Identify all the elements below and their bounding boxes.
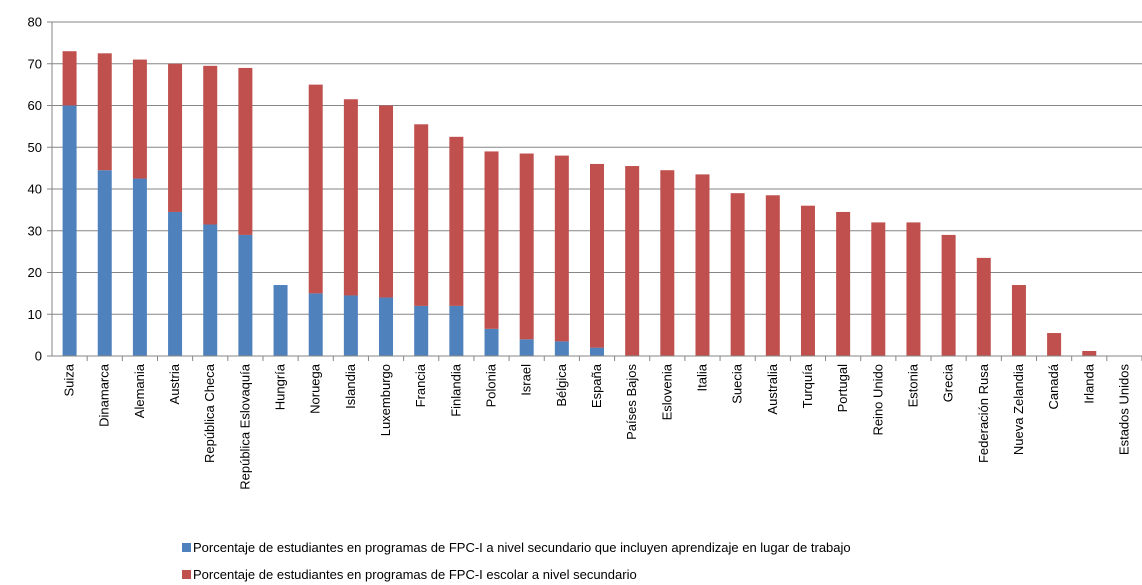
bar-series-1 — [62, 105, 77, 356]
x-tick-label: Federación Rusa — [976, 363, 991, 463]
x-tick-label: Estados Unidos — [1116, 364, 1131, 456]
x-tick-label: Luxemburgo — [378, 364, 393, 436]
bar-series-1 — [97, 170, 112, 356]
legend-label-series-1: Porcentaje de estudiantes en programas d… — [193, 540, 851, 555]
bar-series-2 — [906, 222, 921, 356]
bar-series-1 — [343, 295, 358, 356]
bar-series-2 — [97, 53, 112, 171]
bar-series-1 — [203, 224, 218, 356]
bars — [62, 51, 1097, 356]
bar-series-1 — [449, 305, 464, 356]
bar-series-1 — [519, 339, 534, 356]
bar-series-1 — [484, 328, 499, 356]
x-tick-label: España — [589, 363, 604, 408]
x-tick-label: Estonia — [905, 363, 920, 407]
bar-series-1 — [414, 305, 429, 356]
bar-series-2 — [554, 155, 569, 342]
y-tick-label: 70 — [28, 56, 42, 71]
x-tick-label: Bélgica — [554, 363, 569, 406]
y-tick-label: 80 — [28, 15, 42, 30]
x-tick-label: Hungría — [273, 363, 288, 410]
x-tick-label: Francia — [413, 363, 428, 407]
bar-series-2 — [871, 222, 886, 356]
bar-series-1 — [590, 347, 604, 356]
bar-series-1 — [379, 297, 394, 356]
y-tick-label: 0 — [35, 349, 42, 364]
bar-series-2 — [132, 59, 147, 179]
bar-series-2 — [379, 105, 394, 298]
y-tick-label: 40 — [28, 182, 42, 197]
bar-series-2 — [308, 84, 323, 294]
bar-series-2 — [343, 99, 358, 296]
bar-series-2 — [168, 63, 183, 212]
bar-series-2 — [62, 51, 77, 106]
bar-series-2 — [976, 257, 991, 356]
x-tick-label: Portugal — [835, 364, 850, 413]
legend-item-series-1: Porcentaje de estudiantes en programas d… — [182, 540, 851, 555]
bar-series-2 — [238, 67, 253, 235]
bar-series-1 — [273, 285, 288, 356]
x-tick-label: Suiza — [62, 363, 77, 396]
x-tick-label: Grecia — [941, 363, 956, 402]
bar-series-2 — [941, 234, 956, 356]
bar-series-2 — [765, 195, 780, 356]
bar-series-1 — [238, 234, 253, 356]
x-tick-label: Alemania — [132, 363, 147, 418]
y-tick-label: 20 — [28, 265, 42, 280]
bar-series-2 — [203, 65, 218, 225]
bar-series-2 — [730, 193, 745, 356]
x-tick-label: Suecia — [730, 363, 745, 404]
x-tick-label: Finlandia — [448, 363, 463, 417]
bar-series-2 — [836, 211, 851, 356]
bar-series-2 — [519, 153, 534, 340]
x-tick-label: Reino Unido — [870, 364, 885, 436]
bar-series-2 — [1082, 350, 1097, 356]
x-tick-label: Países Bajos — [624, 364, 639, 440]
x-tick-label: Nueva Zelandia — [1011, 363, 1026, 455]
bar-series-2 — [695, 174, 710, 356]
bar-series-2 — [484, 151, 499, 329]
bar-series-1 — [132, 178, 147, 356]
legend-item-series-2: Porcentaje de estudiantes en programas d… — [182, 567, 637, 582]
x-tick-label: Eslovenia — [659, 363, 674, 420]
x-tick-label: Italia — [694, 363, 709, 391]
y-tick-label: 30 — [28, 223, 42, 238]
x-tick-label: Turquía — [800, 363, 815, 408]
y-tick-labels: 0 10 20 30 40 50 60 70 80 — [28, 15, 42, 364]
x-tick-labels: Suiza Dinamarca Alemania Austria República C… — [62, 363, 1132, 490]
bar-series-2 — [625, 166, 640, 356]
x-tick-label: Canadá — [1046, 363, 1061, 409]
legend-swatch-series-1 — [182, 543, 191, 552]
x-tick-label: Israel — [519, 364, 534, 396]
y-tick-label: 50 — [28, 140, 42, 155]
y-tick-label: 10 — [28, 307, 42, 322]
x-tick-label: Noruega — [308, 363, 323, 414]
bar-series-2 — [800, 205, 815, 356]
bar-series-2 — [414, 124, 429, 306]
x-tick-label: Irlanda — [1081, 363, 1096, 404]
y-tick-label: 60 — [28, 98, 42, 113]
x-tick-label: Dinamarca — [97, 363, 112, 427]
bar-series-2 — [1047, 333, 1062, 356]
x-tick-label: Polonia — [484, 363, 499, 407]
bar-series-1 — [168, 211, 183, 356]
x-tick-label: Australia — [765, 363, 780, 414]
bar-series-2 — [449, 136, 464, 306]
legend-swatch-series-2 — [182, 570, 191, 579]
bar-series-2 — [660, 170, 675, 356]
bar-series-1 — [554, 341, 569, 356]
x-tick-label: República Eslovaquía — [237, 363, 252, 490]
x-tick-label: Islandia — [343, 363, 358, 409]
x-tick-label: Austria — [167, 363, 182, 404]
axes — [47, 21, 1142, 361]
legend-label-series-2: Porcentaje de estudiantes en programas d… — [193, 567, 637, 582]
bar-series-2 — [590, 163, 604, 348]
bar-series-2 — [1011, 285, 1026, 356]
x-tick-label: República Checa — [202, 363, 217, 463]
bar-series-1 — [308, 293, 323, 356]
